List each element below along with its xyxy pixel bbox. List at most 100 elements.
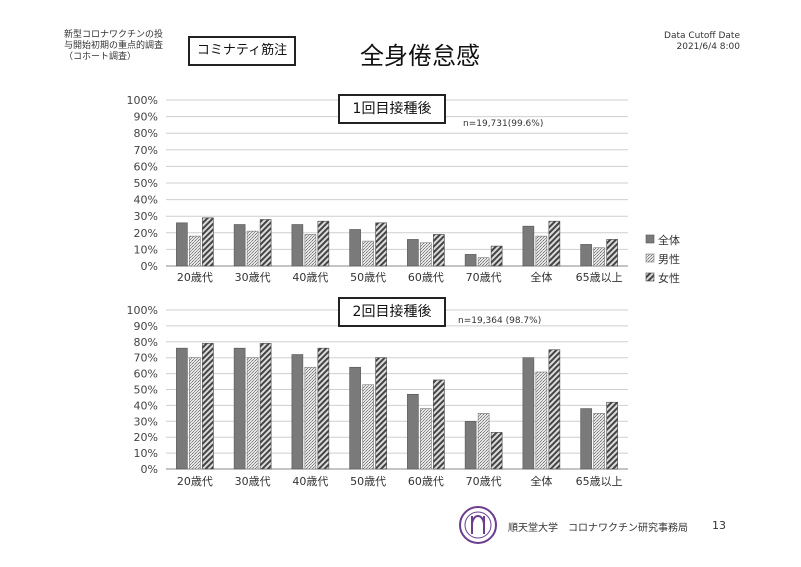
legend-label: 女性 <box>658 271 680 285</box>
legend-label: 男性 <box>658 252 680 266</box>
bar <box>464 420 477 470</box>
vaccine-label-box: コミナティ筋注 <box>188 36 296 66</box>
bar <box>291 354 304 470</box>
x-category-label: 65歳以上 <box>576 475 623 488</box>
x-category-label: 40歳代 <box>292 475 328 488</box>
chart2-title: 2回目接種後 <box>338 297 446 327</box>
x-category-label: 40歳代 <box>292 271 328 284</box>
bar <box>407 393 419 470</box>
y-tick-label: 20% <box>134 431 158 444</box>
bar <box>317 220 330 267</box>
y-tick-label: 100% <box>127 94 158 107</box>
y-tick-label: 60% <box>134 160 158 173</box>
y-tick-label: 60% <box>134 368 158 381</box>
chart1-sample-size: n=19,731(99.6%) <box>463 119 544 129</box>
bar <box>407 239 419 267</box>
x-category-label: 30歳代 <box>235 475 271 488</box>
y-tick-label: 70% <box>134 144 158 157</box>
y-tick-label: 50% <box>134 384 158 397</box>
page-number: 13 <box>712 519 726 532</box>
bar <box>304 366 317 470</box>
bar <box>375 357 387 470</box>
bar <box>490 245 503 267</box>
x-category-label: 60歳代 <box>408 475 444 488</box>
y-tick-label: 80% <box>134 336 158 349</box>
bar <box>522 225 535 267</box>
bar <box>246 357 259 470</box>
bar <box>233 347 246 470</box>
y-tick-label: 0% <box>141 463 158 476</box>
bar <box>202 343 214 470</box>
legend-label: 全体 <box>658 233 680 247</box>
y-tick-label: 90% <box>134 320 158 333</box>
bar <box>477 413 490 470</box>
x-category-label: 50歳代 <box>350 475 386 488</box>
bar <box>362 384 374 470</box>
y-tick-label: 40% <box>134 399 158 412</box>
x-category-label: 60歳代 <box>408 271 444 284</box>
x-category-label: 50歳代 <box>350 271 386 284</box>
chart1-title: 1回目接種後 <box>338 94 446 124</box>
page-title: 全身倦怠感 <box>360 42 480 70</box>
bar <box>189 357 201 470</box>
bar <box>246 230 259 267</box>
cutoff-label: Data Cutoff Date <box>664 31 740 41</box>
bar <box>291 224 304 267</box>
bar <box>593 413 605 470</box>
x-category-label: 20歳代 <box>177 271 213 284</box>
bar <box>176 222 188 267</box>
bar <box>349 366 361 470</box>
bar <box>317 347 330 470</box>
y-tick-label: 30% <box>134 210 158 223</box>
chart2-sample-size: n=19,364 (98.7%) <box>458 316 542 326</box>
y-tick-label: 10% <box>134 447 158 460</box>
y-tick-label: 70% <box>134 352 158 365</box>
y-tick-label: 20% <box>134 227 158 240</box>
bar <box>420 408 432 470</box>
bar <box>189 235 201 267</box>
bar <box>202 217 214 267</box>
legend-swatch <box>645 253 655 263</box>
y-tick-label: 0% <box>141 260 158 273</box>
bar <box>535 371 548 470</box>
legend-swatch <box>645 234 655 244</box>
survey-subtitle-line: 与開始初期の重点的調査 <box>64 41 164 51</box>
bar <box>433 379 445 470</box>
legend-swatch <box>645 272 655 282</box>
bar <box>259 219 272 267</box>
survey-subtitle-line: （コホート調査） <box>64 52 137 62</box>
y-tick-label: 90% <box>134 111 158 124</box>
y-tick-label: 50% <box>134 177 158 190</box>
x-category-label: 65歳以上 <box>576 271 623 284</box>
university-seal-icon <box>459 506 497 544</box>
footer-organization: 順天堂大学 コロナワクチン研究事務局 <box>508 523 688 534</box>
x-category-label: 30歳代 <box>235 271 271 284</box>
bar <box>259 343 272 470</box>
bar <box>464 254 477 267</box>
bar <box>490 432 503 470</box>
bar <box>433 234 445 267</box>
bar <box>548 220 561 267</box>
x-category-label: 70歳代 <box>466 475 502 488</box>
bar <box>593 247 605 267</box>
y-tick-label: 30% <box>134 415 158 428</box>
bar <box>375 222 387 267</box>
survey-subtitle-line: 新型コロナワクチンの投 <box>64 30 164 40</box>
bar <box>233 224 246 267</box>
bar <box>606 401 618 470</box>
x-category-label: 70歳代 <box>466 271 502 284</box>
bar <box>362 240 374 267</box>
bar <box>548 349 561 470</box>
cutoff-date: 2021/6/4 8:00 <box>676 42 741 52</box>
survey-subtitle: 新型コロナワクチンの投 与開始初期の重点的調査 （コホート調査） <box>64 30 163 63</box>
bar <box>420 242 432 267</box>
bar <box>606 239 618 267</box>
bar <box>349 229 361 267</box>
x-category-label: 20歳代 <box>177 475 213 488</box>
bar <box>477 257 490 267</box>
cutoff-info: Data Cutoff Date 2021/6/4 8:00 <box>640 31 740 53</box>
bar <box>304 234 317 267</box>
x-category-label: 全体 <box>530 270 552 284</box>
